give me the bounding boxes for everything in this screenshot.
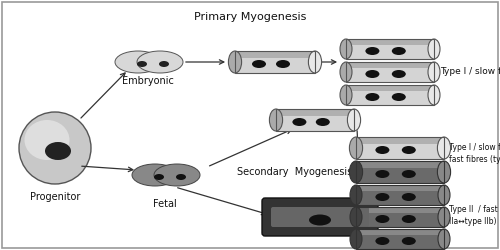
- FancyBboxPatch shape: [346, 85, 434, 91]
- FancyBboxPatch shape: [271, 207, 369, 227]
- FancyBboxPatch shape: [262, 198, 378, 236]
- Text: IIa↔type IIb): IIa↔type IIb): [449, 218, 496, 226]
- Ellipse shape: [402, 215, 416, 223]
- Ellipse shape: [402, 193, 416, 201]
- Ellipse shape: [137, 51, 183, 73]
- Ellipse shape: [438, 137, 450, 159]
- Ellipse shape: [45, 142, 71, 160]
- Ellipse shape: [316, 118, 330, 126]
- Ellipse shape: [308, 51, 322, 73]
- FancyBboxPatch shape: [346, 62, 434, 68]
- Ellipse shape: [252, 60, 266, 68]
- FancyBboxPatch shape: [356, 229, 444, 235]
- Ellipse shape: [428, 62, 440, 82]
- Ellipse shape: [376, 193, 390, 201]
- Ellipse shape: [366, 70, 380, 78]
- Ellipse shape: [340, 85, 352, 105]
- Ellipse shape: [376, 215, 390, 223]
- Text: Primary Myogenesis: Primary Myogenesis: [194, 12, 306, 22]
- FancyBboxPatch shape: [356, 137, 444, 159]
- Ellipse shape: [292, 118, 306, 126]
- FancyBboxPatch shape: [356, 207, 444, 213]
- FancyBboxPatch shape: [346, 39, 434, 45]
- Ellipse shape: [132, 164, 178, 186]
- Ellipse shape: [350, 161, 362, 183]
- Text: Type II  / fast fibres (type: Type II / fast fibres (type: [449, 206, 500, 214]
- Ellipse shape: [428, 85, 440, 105]
- Ellipse shape: [366, 47, 380, 55]
- FancyBboxPatch shape: [356, 207, 444, 227]
- Text: Type I / slow fibres or type II: Type I / slow fibres or type II: [449, 144, 500, 152]
- FancyBboxPatch shape: [356, 185, 444, 205]
- Text: Embryonic: Embryonic: [122, 76, 174, 86]
- Ellipse shape: [438, 161, 450, 183]
- Text: Progenitor: Progenitor: [30, 192, 80, 202]
- FancyBboxPatch shape: [356, 161, 444, 168]
- Text: Type I / slow fibres: Type I / slow fibres: [440, 68, 500, 76]
- Ellipse shape: [438, 207, 450, 227]
- FancyBboxPatch shape: [356, 185, 444, 191]
- Ellipse shape: [376, 146, 390, 154]
- Ellipse shape: [428, 39, 440, 59]
- FancyBboxPatch shape: [235, 51, 315, 73]
- FancyBboxPatch shape: [356, 229, 444, 249]
- Ellipse shape: [270, 109, 282, 131]
- Text: Secondary  Myogenesis: Secondary Myogenesis: [238, 167, 352, 177]
- Ellipse shape: [402, 146, 416, 154]
- Ellipse shape: [154, 164, 200, 186]
- Ellipse shape: [366, 93, 380, 101]
- Text: Fetal: Fetal: [153, 199, 177, 209]
- Ellipse shape: [348, 109, 360, 131]
- Ellipse shape: [350, 185, 362, 205]
- Ellipse shape: [340, 62, 352, 82]
- FancyBboxPatch shape: [356, 137, 444, 143]
- Text: fast fibres (type I ↔ type IIa): fast fibres (type I ↔ type IIa): [449, 156, 500, 164]
- Ellipse shape: [340, 39, 352, 59]
- Ellipse shape: [137, 61, 147, 67]
- Ellipse shape: [154, 174, 164, 180]
- FancyBboxPatch shape: [235, 51, 315, 58]
- Ellipse shape: [402, 170, 416, 178]
- Ellipse shape: [392, 70, 406, 78]
- Ellipse shape: [309, 214, 331, 226]
- Ellipse shape: [350, 229, 362, 249]
- Ellipse shape: [376, 170, 390, 178]
- Ellipse shape: [392, 93, 406, 101]
- Ellipse shape: [350, 137, 362, 159]
- Ellipse shape: [392, 47, 406, 55]
- Ellipse shape: [438, 229, 450, 249]
- FancyBboxPatch shape: [346, 39, 434, 59]
- Ellipse shape: [376, 237, 390, 245]
- Ellipse shape: [115, 51, 161, 73]
- FancyBboxPatch shape: [346, 62, 434, 82]
- FancyBboxPatch shape: [346, 85, 434, 105]
- FancyBboxPatch shape: [276, 109, 354, 131]
- FancyBboxPatch shape: [2, 2, 498, 248]
- Ellipse shape: [159, 61, 169, 67]
- Ellipse shape: [402, 237, 416, 245]
- Ellipse shape: [228, 51, 241, 73]
- Ellipse shape: [176, 174, 186, 180]
- Ellipse shape: [276, 60, 290, 68]
- FancyBboxPatch shape: [276, 109, 354, 116]
- Ellipse shape: [438, 185, 450, 205]
- FancyBboxPatch shape: [356, 161, 444, 183]
- Ellipse shape: [350, 207, 362, 227]
- Ellipse shape: [24, 120, 70, 160]
- Ellipse shape: [19, 112, 91, 184]
